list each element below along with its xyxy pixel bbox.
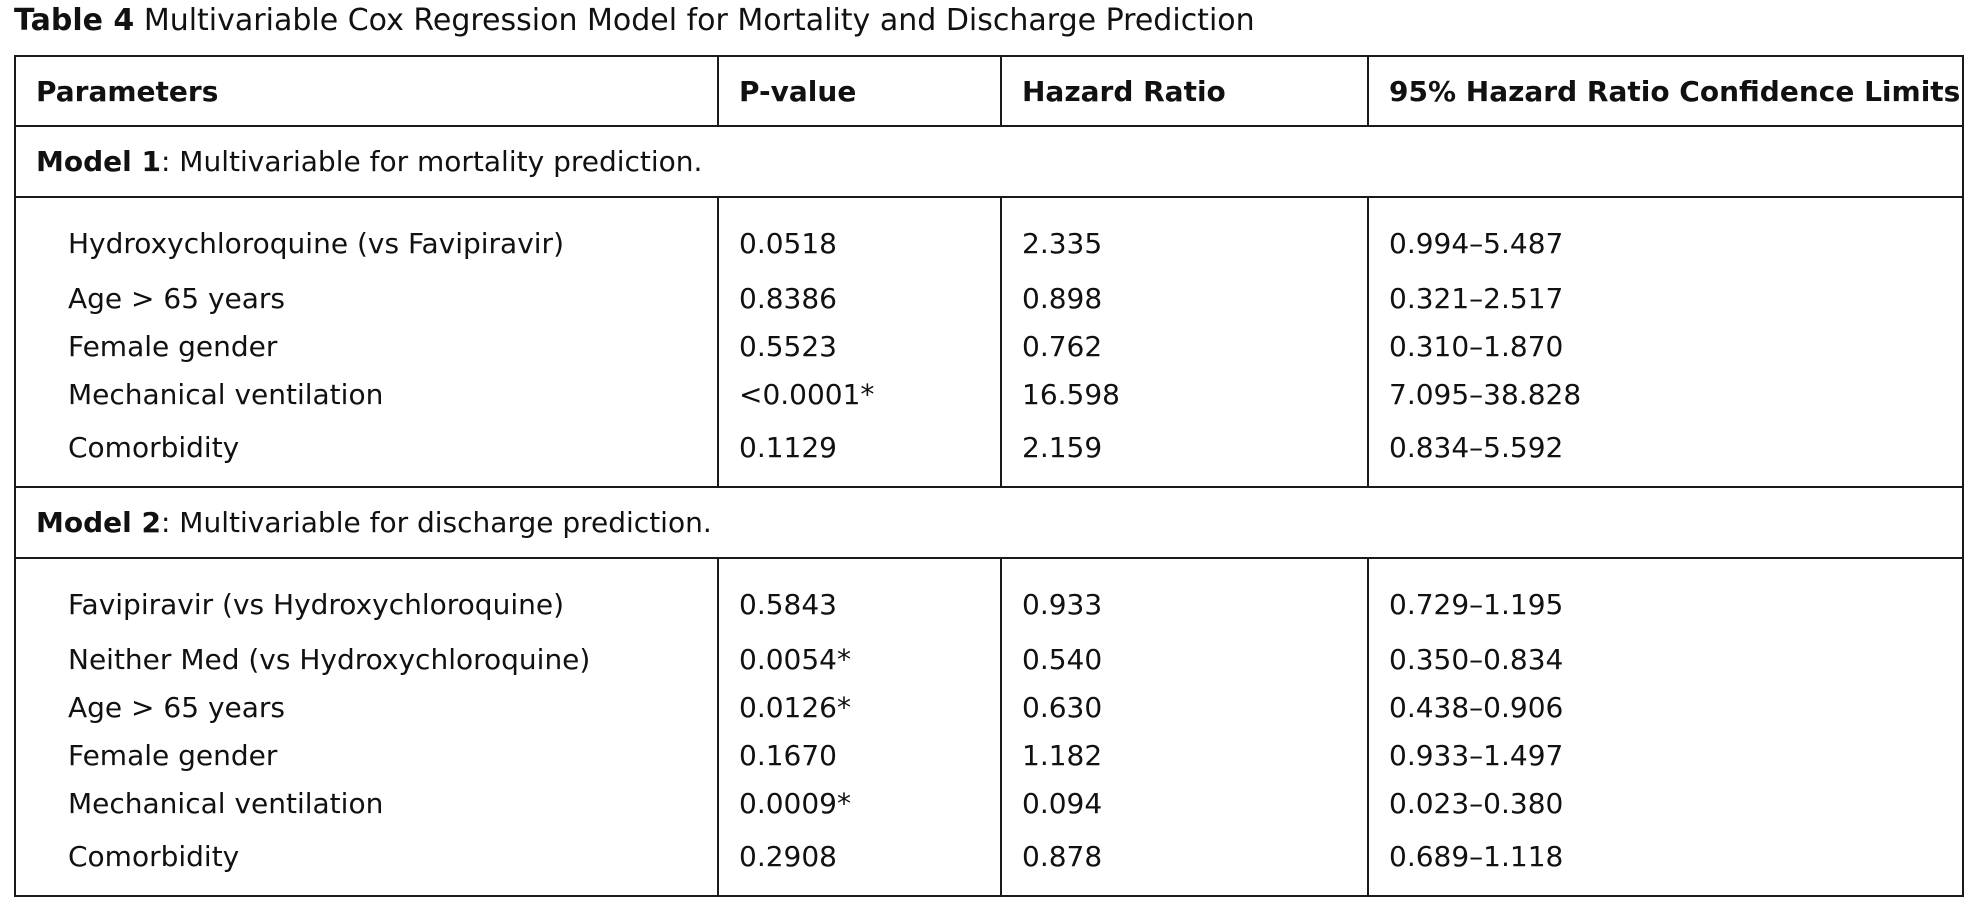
parameter-cell: Age > 65 years <box>14 274 719 322</box>
model-section-header: Model 2: Multivariable for discharge pre… <box>14 486 1964 559</box>
confidence-limits-cell: 0.023–0.380 <box>1367 779 1964 827</box>
hazard-ratio-cell: 0.878 <box>1000 827 1369 897</box>
hazard-ratio-cell: 0.094 <box>1000 779 1369 827</box>
model-description: : Multivariable for discharge prediction… <box>160 506 712 539</box>
table-row: Neither Med (vs Hydroxychloroquine) 0.005… <box>14 635 1964 683</box>
table-row: Comorbidity 0.1129 2.159 0.834–5.592 <box>14 418 1964 488</box>
table-row: Mechanical ventilation 0.0009* 0.094 0.023–… <box>14 779 1964 827</box>
hazard-ratio-cell: 0.540 <box>1000 635 1369 683</box>
p-value-cell: 0.0126* <box>717 683 1002 731</box>
model-name: Model 2 <box>36 506 161 539</box>
table-caption-text: Multivariable Cox Regression Model for M… <box>143 3 1255 38</box>
table-caption-label: Table 4 <box>14 3 135 38</box>
table-caption: Table 4 Multivariable Cox Regression Mod… <box>14 2 1255 40</box>
p-value-cell: 0.2908 <box>717 827 1002 897</box>
column-header-confidence-limits: 95% Hazard Ratio Confidence Limits <box>1367 55 1964 127</box>
confidence-limits-cell: 0.438–0.906 <box>1367 683 1964 731</box>
table-header-row: Parameters P-value Hazard Ratio 95% Haza… <box>14 55 1964 127</box>
hazard-ratio-cell: 0.630 <box>1000 683 1369 731</box>
p-value-cell: 0.0009* <box>717 779 1002 827</box>
p-value-cell: 0.8386 <box>717 274 1002 322</box>
model-section-cell: Model 1: Multivariable for mortality pre… <box>14 125 1964 198</box>
confidence-limits-cell: 0.834–5.592 <box>1367 418 1964 488</box>
confidence-limits-cell: 7.095–38.828 <box>1367 370 1964 418</box>
parameter-cell: Comorbidity <box>14 418 719 488</box>
column-header-p-value: P-value <box>717 55 1002 127</box>
confidence-limits-cell: 0.310–1.870 <box>1367 322 1964 370</box>
column-header-parameters: Parameters <box>14 55 719 127</box>
parameter-cell: Mechanical ventilation <box>14 779 719 827</box>
p-value-cell: 0.5523 <box>717 322 1002 370</box>
hazard-ratio-cell: 2.159 <box>1000 418 1369 488</box>
hazard-ratio-cell: 2.335 <box>1000 197 1369 274</box>
p-value-cell: 0.0054* <box>717 635 1002 683</box>
table-row: Hydroxychloroquine (vs Favipiravir) 0.051… <box>14 197 1964 274</box>
hazard-ratio-cell: 0.762 <box>1000 322 1369 370</box>
table-body: Model 1: Multivariable for mortality pre… <box>14 125 1964 897</box>
table-row: Age > 65 years 0.8386 0.898 0.321–2.517 <box>14 274 1964 322</box>
table-row: Female gender 0.1670 1.182 0.933–1.497 <box>14 731 1964 779</box>
confidence-limits-cell: 0.321–2.517 <box>1367 274 1964 322</box>
table-row: Favipiravir (vs Hydroxychloroquine) 0.584… <box>14 558 1964 635</box>
parameter-cell: Female gender <box>14 731 719 779</box>
p-value-cell: 0.0518 <box>717 197 1002 274</box>
confidence-limits-cell: 0.994–5.487 <box>1367 197 1964 274</box>
p-value-cell: 0.1129 <box>717 418 1002 488</box>
table-row: Comorbidity 0.2908 0.878 0.689–1.118 <box>14 827 1964 897</box>
model-description: : Multivariable for mortality prediction… <box>160 145 703 178</box>
parameter-cell: Comorbidity <box>14 827 719 897</box>
cox-regression-table: Parameters P-value Hazard Ratio 95% Haza… <box>14 55 1964 897</box>
parameter-cell: Age > 65 years <box>14 683 719 731</box>
hazard-ratio-cell: 0.898 <box>1000 274 1369 322</box>
parameter-cell: Favipiravir (vs Hydroxychloroquine) <box>14 558 719 635</box>
table-row: Mechanical ventilation <0.0001* 16.598 7.09… <box>14 370 1964 418</box>
confidence-limits-cell: 0.933–1.497 <box>1367 731 1964 779</box>
p-value-cell: 0.1670 <box>717 731 1002 779</box>
table-row: Female gender 0.5523 0.762 0.310–1.870 <box>14 322 1964 370</box>
model-name: Model 1 <box>36 145 161 178</box>
confidence-limits-cell: 0.729–1.195 <box>1367 558 1964 635</box>
hazard-ratio-cell: 1.182 <box>1000 731 1369 779</box>
hazard-ratio-cell: 16.598 <box>1000 370 1369 418</box>
parameter-cell: Female gender <box>14 322 719 370</box>
p-value-cell: 0.5843 <box>717 558 1002 635</box>
parameter-cell: Neither Med (vs Hydroxychloroquine) <box>14 635 719 683</box>
confidence-limits-cell: 0.350–0.834 <box>1367 635 1964 683</box>
parameter-cell: Hydroxychloroquine (vs Favipiravir) <box>14 197 719 274</box>
parameter-cell: Mechanical ventilation <box>14 370 719 418</box>
table-row: Age > 65 years 0.0126* 0.630 0.438–0.906 <box>14 683 1964 731</box>
model-section-cell: Model 2: Multivariable for discharge pre… <box>14 486 1964 559</box>
model-section-header: Model 1: Multivariable for mortality pre… <box>14 125 1964 198</box>
confidence-limits-cell: 0.689–1.118 <box>1367 827 1964 897</box>
hazard-ratio-cell: 0.933 <box>1000 558 1369 635</box>
p-value-cell: <0.0001* <box>717 370 1002 418</box>
column-header-hazard-ratio: Hazard Ratio <box>1000 55 1369 127</box>
